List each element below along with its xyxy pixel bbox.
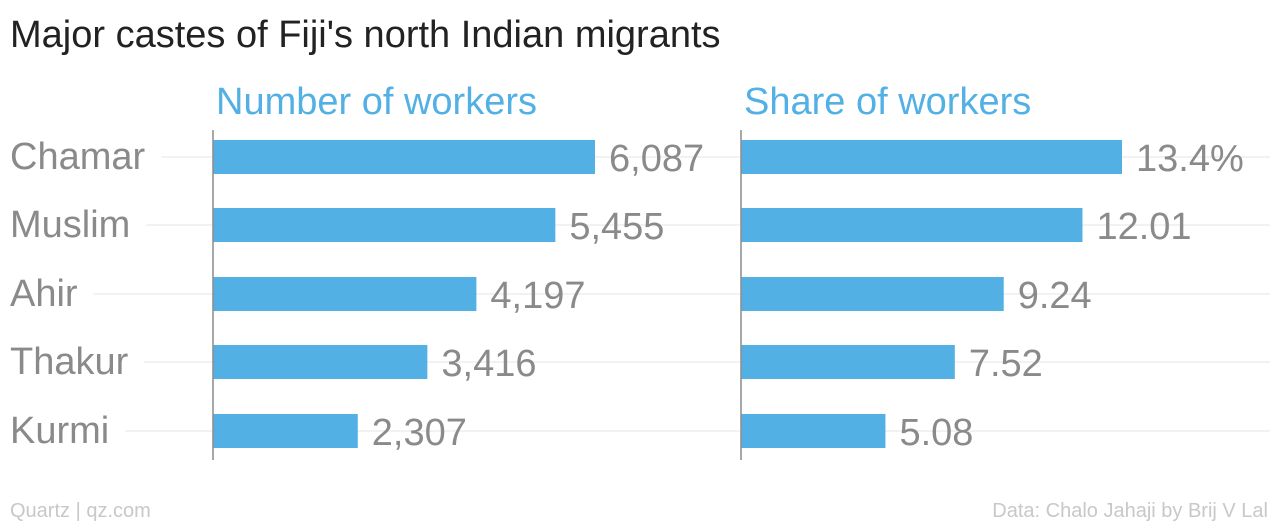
chart-title: Major castes of Fiji's north Indian migr…	[10, 14, 721, 56]
panel-title-1: Number of workers	[216, 81, 537, 123]
value-label-muslim-panel-1: 5,455	[569, 206, 664, 248]
panel-title-2: Share of workers	[744, 81, 1031, 123]
bar-ahir-panel-1	[213, 277, 477, 311]
value-label-kurmi-panel-1: 2,307	[372, 412, 467, 454]
value-label-thakur-panel-1: 3,416	[441, 343, 536, 385]
value-label-kurmi-panel-2: 5.08	[899, 412, 973, 454]
value-label-muslim-panel-2: 12.01	[1096, 206, 1191, 248]
bar-kurmi-panel-1	[213, 414, 358, 448]
bar-chart: Chamar Muslim Ahir Thakur Kurmi Number of wor…	[10, 81, 1270, 460]
bar-thakur-panel-1	[213, 345, 428, 379]
footer-source-right: Data: Chalo Jahaji by Brij V Lal	[992, 500, 1268, 522]
bar-muslim-panel-1	[213, 208, 556, 242]
value-label-thakur-panel-2: 7.52	[969, 343, 1043, 385]
value-label-ahir-panel-1: 4,197	[490, 275, 585, 317]
category-label-ahir: Ahir	[10, 273, 78, 315]
value-label-chamar-panel-2: 13.4%	[1136, 138, 1244, 180]
bar-ahir-panel-2	[741, 277, 1004, 311]
category-label-kurmi: Kurmi	[10, 410, 109, 452]
bar-chamar-panel-1	[213, 140, 595, 174]
value-label-chamar-panel-1: 6,087	[609, 138, 704, 180]
bar-kurmi-panel-2	[741, 414, 886, 448]
footer-source-left: Quartz | qz.com	[10, 500, 151, 522]
bar-thakur-panel-2	[741, 345, 955, 379]
value-label-ahir-panel-2: 9.24	[1018, 275, 1092, 317]
category-label-thakur: Thakur	[10, 341, 129, 383]
bar-chamar-panel-2	[741, 140, 1122, 174]
category-label-muslim: Muslim	[10, 204, 130, 246]
bar-muslim-panel-2	[741, 208, 1083, 242]
category-label-chamar: Chamar	[10, 136, 145, 178]
